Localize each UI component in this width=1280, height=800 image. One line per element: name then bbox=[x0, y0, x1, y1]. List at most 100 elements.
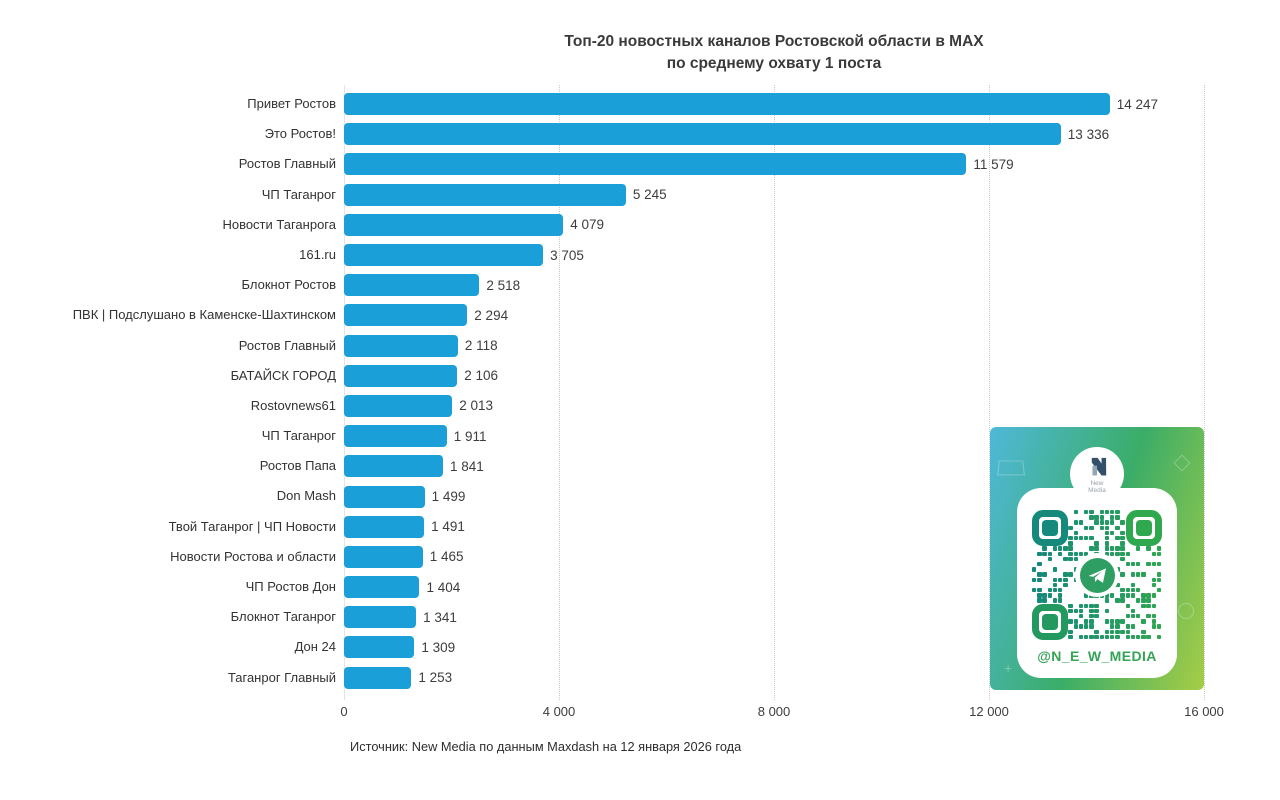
qr-module bbox=[1094, 614, 1099, 619]
qr-module bbox=[1104, 619, 1110, 624]
qr-module bbox=[1156, 577, 1162, 582]
value-label: 2 118 bbox=[464, 338, 498, 354]
category-label: Ростов Папа bbox=[259, 458, 336, 474]
qr-module bbox=[1042, 546, 1047, 551]
qr-module bbox=[1104, 510, 1110, 515]
category-label: ЧП Таганрог bbox=[261, 186, 336, 202]
qr-module bbox=[1115, 525, 1120, 530]
qr-module bbox=[1110, 619, 1115, 624]
qr-module bbox=[1084, 624, 1089, 629]
qr-module bbox=[1130, 562, 1136, 567]
qr-module bbox=[1073, 536, 1078, 541]
value-label: 1 911 bbox=[453, 428, 487, 444]
qr-module bbox=[1094, 520, 1099, 525]
plot-gridlines bbox=[344, 85, 1205, 700]
value-label: 1 465 bbox=[429, 549, 464, 565]
qr-module bbox=[1110, 624, 1115, 629]
qr-module bbox=[1104, 551, 1110, 556]
qr-module bbox=[1110, 515, 1115, 520]
qr-module bbox=[1037, 593, 1042, 598]
category-label: Привет Ростов bbox=[247, 96, 336, 111]
qr-module bbox=[1104, 541, 1110, 546]
bar bbox=[344, 244, 544, 267]
x-tick-label: 8 000 bbox=[757, 704, 791, 719]
qr-module bbox=[1120, 572, 1125, 577]
qr-module bbox=[1130, 593, 1136, 598]
qr-finder-top-right bbox=[1126, 510, 1162, 546]
bar-row: 1 911 bbox=[344, 421, 1204, 451]
category-label: Блокнот Ростов bbox=[241, 277, 337, 293]
qr-module bbox=[1099, 634, 1104, 640]
plot-area: 14 247 13 336 11 579 5 245 4 079 3 705 2 518 2 … bbox=[344, 89, 1204, 693]
qr-module bbox=[1130, 614, 1136, 619]
bar-row: 5 245 bbox=[344, 180, 1204, 210]
qr-module bbox=[1068, 546, 1073, 551]
new-media-n-icon bbox=[1091, 457, 1107, 476]
qr-module bbox=[1156, 551, 1162, 556]
bar-row: 1 499 bbox=[344, 481, 1204, 511]
qr-module bbox=[1094, 603, 1099, 608]
bar-row: 1 491 bbox=[344, 512, 1204, 542]
qr-module bbox=[1151, 614, 1156, 619]
qr-module bbox=[1052, 546, 1058, 551]
qr-module bbox=[1130, 588, 1136, 593]
qr-module bbox=[1052, 567, 1058, 572]
qr-module bbox=[1032, 567, 1037, 572]
qr-module bbox=[1115, 629, 1120, 634]
category-label: Ростов Главный bbox=[238, 156, 336, 172]
qr-module bbox=[1110, 629, 1115, 634]
qr-module bbox=[1115, 546, 1120, 551]
gridline bbox=[1204, 85, 1205, 700]
qr-module bbox=[1156, 634, 1162, 640]
qr-module bbox=[1068, 536, 1073, 541]
qr-module bbox=[1130, 624, 1136, 629]
value-label: 1 499 bbox=[431, 489, 466, 505]
qr-module bbox=[1115, 510, 1120, 515]
qr-module bbox=[1130, 634, 1136, 640]
bar bbox=[344, 364, 458, 387]
qr-module bbox=[1104, 536, 1110, 541]
qr-module bbox=[1089, 614, 1094, 619]
bar-row: 1 404 bbox=[344, 572, 1204, 602]
gridline bbox=[989, 85, 990, 700]
qr-module bbox=[1130, 582, 1136, 588]
value-label: 5 245 bbox=[632, 187, 667, 203]
qr-module bbox=[1125, 562, 1130, 567]
qr-module bbox=[1146, 603, 1151, 608]
qr-module bbox=[1047, 588, 1052, 593]
qr-module bbox=[1063, 572, 1068, 577]
qr-module bbox=[1120, 629, 1125, 634]
qr-module bbox=[1068, 608, 1073, 614]
qr-module bbox=[1125, 634, 1130, 640]
qr-module bbox=[1084, 603, 1089, 608]
value-label: 2 518 bbox=[486, 277, 521, 293]
doodle-plus: + bbox=[1004, 660, 1013, 676]
qr-module bbox=[1141, 619, 1146, 624]
doodle-circle bbox=[1178, 603, 1194, 619]
gridline bbox=[559, 85, 560, 700]
qr-module bbox=[1110, 520, 1115, 525]
qr-module bbox=[1094, 541, 1099, 546]
qr-module bbox=[1084, 593, 1089, 598]
qr-module bbox=[1120, 619, 1125, 624]
qr-module bbox=[1058, 593, 1063, 598]
qr-module bbox=[1130, 572, 1136, 577]
qr-module bbox=[1089, 603, 1094, 608]
bar bbox=[344, 666, 412, 689]
bar-row: 14 247 bbox=[344, 89, 1204, 119]
value-label: 1 404 bbox=[426, 579, 461, 595]
bar-row: 3 705 bbox=[344, 240, 1204, 270]
qr-module bbox=[1084, 551, 1089, 556]
qr-module bbox=[1068, 634, 1073, 640]
category-label: Таганрог Главный bbox=[227, 669, 336, 685]
qr-module bbox=[1084, 619, 1089, 624]
value-label: 13 336 bbox=[1067, 126, 1110, 142]
bar-row: 1 465 bbox=[344, 542, 1204, 572]
source-note: Источник: New Media по данным Maxdash на… bbox=[350, 739, 742, 754]
qr-module bbox=[1151, 551, 1156, 556]
bar-row: 2 013 bbox=[344, 391, 1204, 421]
chart-title: Топ-20 новостных каналов Ростовской обла… bbox=[344, 31, 1204, 74]
qr-module bbox=[1073, 530, 1078, 536]
value-label: 2 013 bbox=[459, 398, 493, 414]
